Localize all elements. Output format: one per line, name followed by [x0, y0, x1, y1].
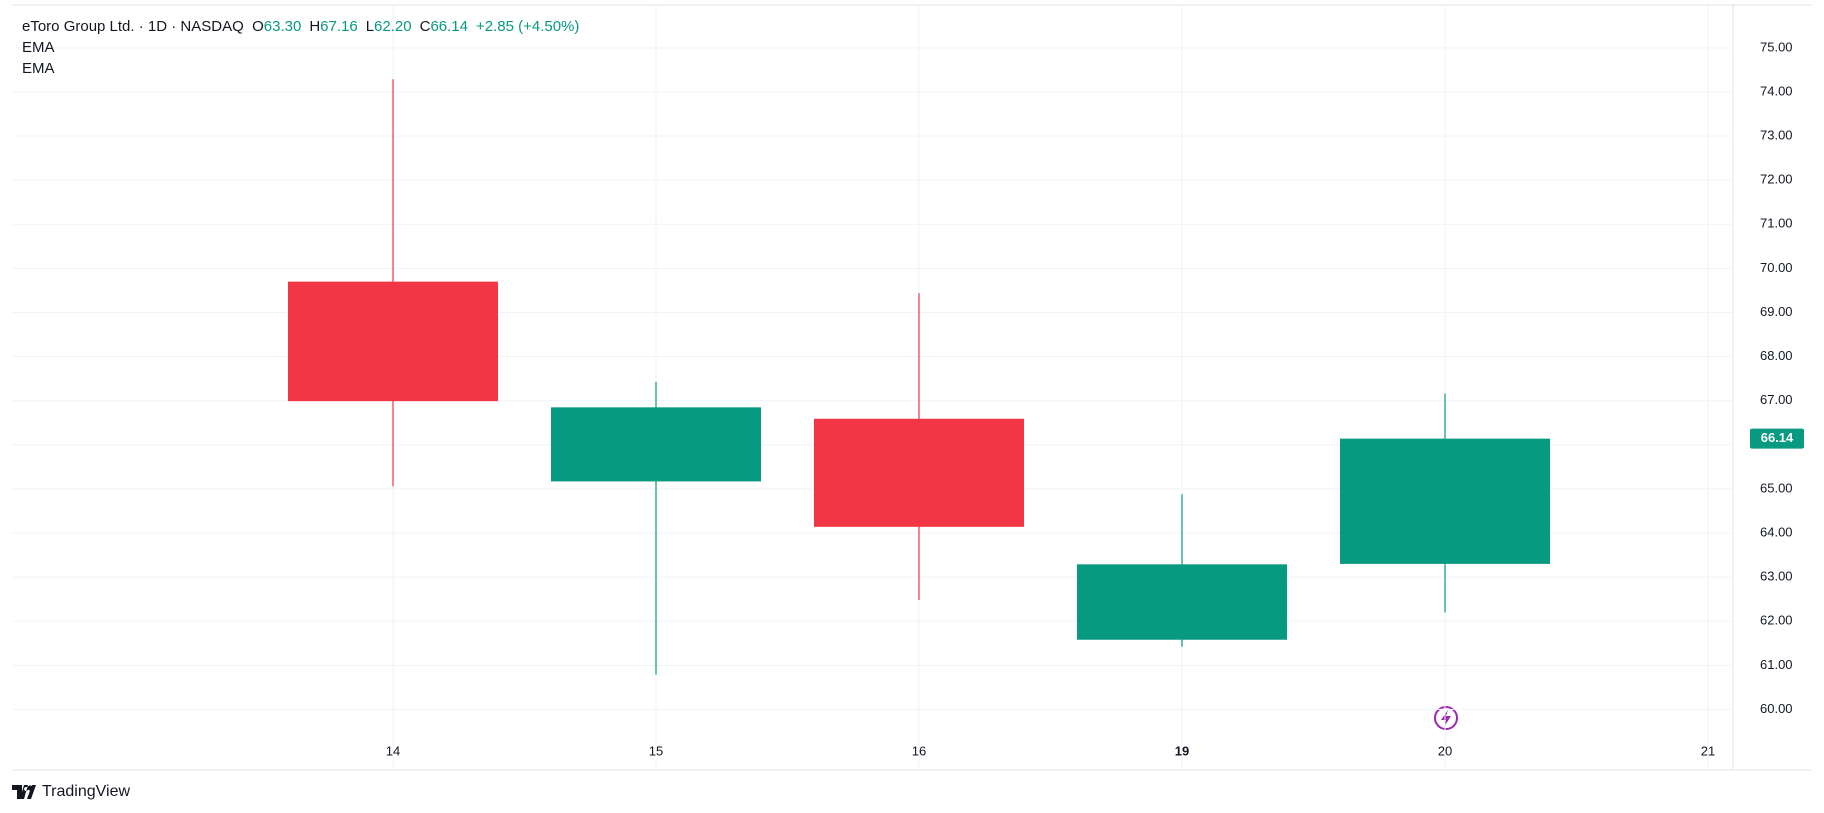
legend: eToro Group Ltd. · 1D · NASDAQ O63.30 H67… — [22, 16, 587, 79]
ohlc-value: 67.16 — [320, 18, 358, 35]
indicator-row[interactable]: EMA — [22, 37, 587, 58]
x-tick-label: 21 — [1701, 743, 1715, 758]
y-tick-label: 71.00 — [1760, 216, 1793, 231]
indicators: EMA EMA — [22, 37, 587, 79]
ohlc-key: L — [365, 18, 375, 35]
ohlc-key: C — [419, 18, 431, 35]
candle-body — [1077, 564, 1287, 640]
indicator-row[interactable]: EMA — [22, 58, 587, 79]
price-tag — [1750, 428, 1804, 449]
x-tick-label: 15 — [649, 743, 663, 758]
x-tick-label: 19 — [1175, 743, 1189, 758]
ohlc: O63.30 H67.16 L62.20 C66.14 — [252, 18, 476, 35]
y-tick-label: 63.00 — [1760, 569, 1793, 584]
y-tick-label: 67.00 — [1760, 392, 1793, 407]
x-tick-label: 16 — [912, 743, 926, 758]
ohlc-key: H — [309, 18, 321, 35]
x-tick-label: 20 — [1438, 743, 1452, 758]
y-tick-label: 60.00 — [1760, 701, 1793, 716]
event-icon[interactable] — [1434, 706, 1458, 730]
candle-body — [814, 418, 1024, 527]
y-tick-label: 74.00 — [1760, 83, 1793, 98]
ohlc-value: 66.14 — [430, 18, 468, 35]
ohlc-value: 62.20 — [374, 18, 412, 35]
y-tick-label: 69.00 — [1760, 304, 1793, 319]
y-tick-label: 68.00 — [1760, 348, 1793, 363]
indicator: EMA — [22, 39, 55, 56]
candle-body — [551, 407, 761, 482]
x-tick-label: 14 — [386, 743, 400, 758]
y-tick-label: 61.00 — [1760, 657, 1793, 672]
brand-name: TradingView — [42, 783, 131, 800]
ohlc-value: 63.30 — [263, 18, 302, 35]
y-tick-label: 75.00 — [1760, 39, 1793, 54]
ohlc-key: O — [252, 18, 264, 35]
y-tick-label: 73.00 — [1760, 128, 1793, 143]
brand[interactable]: TradingView — [12, 783, 130, 801]
y-tick-label: 72.00 — [1760, 172, 1793, 187]
y-tick-label: 62.00 — [1760, 613, 1793, 628]
grid — [12, 6, 1733, 770]
y-tick-label: 70.00 — [1760, 260, 1793, 275]
change: +2.85 (+4.50%) — [475, 18, 580, 35]
symbol[interactable]: eToro Group Ltd. · 1D · NASDAQ — [22, 18, 244, 35]
indicator: EMA — [22, 60, 55, 77]
candle-body — [1340, 438, 1550, 564]
price-tag-label: 66.14 — [1761, 430, 1794, 445]
candle-body — [288, 281, 498, 402]
brand-logo — [12, 785, 36, 799]
y-tick-label: 64.00 — [1760, 524, 1793, 539]
y-tick-label: 65.00 — [1760, 480, 1793, 495]
